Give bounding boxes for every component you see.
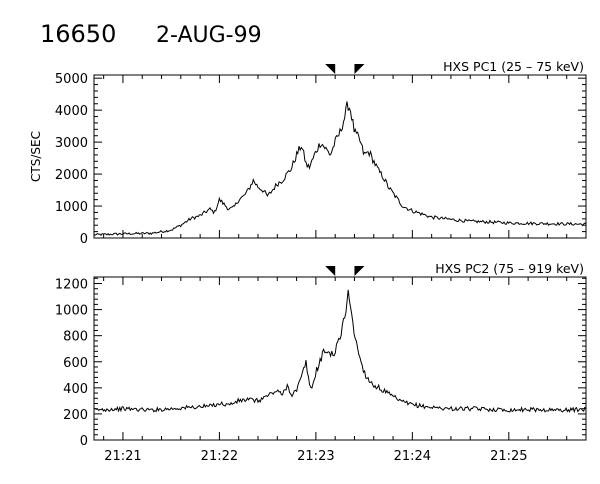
y-tick-label: 200 <box>63 408 88 423</box>
interval-marker <box>325 64 336 74</box>
y-axis-label: CTS/SEC <box>29 131 43 182</box>
panels-group: HXS PC1 (25 – 75 keV)CTS/SEC010002000300… <box>29 59 587 464</box>
y-tick-label: 3000 <box>55 136 88 151</box>
event-date-label: 2-AUG-99 <box>156 23 262 48</box>
plot-frame <box>93 74 587 239</box>
y-tick-label: 400 <box>63 382 88 397</box>
count-rate-line <box>93 101 587 237</box>
y-tick-label: 1000 <box>55 200 88 215</box>
y-tick-label: 1200 <box>55 278 88 293</box>
y-tick-label: 0 <box>80 232 88 247</box>
y-tick-label: 600 <box>63 356 88 371</box>
x-tick-label: 21:21 <box>104 449 141 464</box>
y-tick-label: 2000 <box>55 168 88 183</box>
panel-title: HXS PC2 (75 – 919 keV) <box>435 261 584 276</box>
count-rate-line <box>93 289 587 414</box>
x-tick-label: 21:24 <box>394 449 431 464</box>
interval-marker <box>354 266 365 276</box>
interval-marker <box>325 266 336 276</box>
x-tick-label: 21:23 <box>297 449 334 464</box>
y-tick-label: 800 <box>63 330 88 345</box>
x-tick-label: 21:25 <box>490 449 527 464</box>
plot-frame <box>93 276 587 441</box>
panel-1: HXS PC1 (25 – 75 keV) CTS/SEC 0 1000 2000 300… <box>29 59 587 247</box>
event-id-label: 16650 <box>40 20 116 48</box>
y-tick-label: 0 <box>80 434 88 449</box>
y-tick-label: 4000 <box>55 104 88 119</box>
panel-title: HXS PC1 (25 – 75 keV) <box>443 59 584 74</box>
y-tick-label: 1000 <box>55 304 88 319</box>
x-tick-label: 21:22 <box>201 449 238 464</box>
y-tick-label: 5000 <box>55 72 88 87</box>
interval-marker <box>354 64 365 74</box>
panel-2: HXS PC2 (75 – 919 keV) 0 200 400 600 800 1000 1… <box>55 261 587 464</box>
